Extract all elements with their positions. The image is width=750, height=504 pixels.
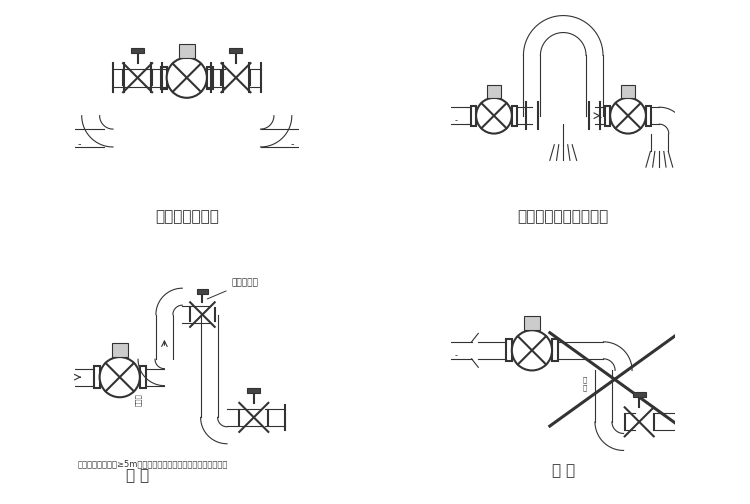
Circle shape bbox=[610, 98, 646, 134]
Text: 自动排气孔: 自动排气孔 bbox=[207, 279, 258, 299]
Text: 防止真空，落差管≥5m时需在流量计下游最高处安装自动排气阀: 防止真空，落差管≥5m时需在流量计下游最高处安装自动排气阀 bbox=[77, 460, 228, 469]
Bar bbox=[230, 48, 242, 53]
Text: 排 气: 排 气 bbox=[126, 468, 149, 483]
Text: -: - bbox=[454, 351, 458, 360]
Text: 弯曲管道上安装: 弯曲管道上安装 bbox=[154, 209, 219, 224]
Bar bbox=[512, 106, 518, 125]
Circle shape bbox=[512, 330, 552, 370]
Bar bbox=[112, 343, 128, 357]
Bar bbox=[471, 106, 476, 125]
Text: -: - bbox=[290, 139, 293, 149]
Bar bbox=[487, 85, 501, 98]
Text: -: - bbox=[454, 116, 458, 125]
Bar bbox=[248, 388, 260, 393]
Circle shape bbox=[166, 57, 207, 98]
Bar bbox=[207, 67, 213, 89]
Bar bbox=[633, 392, 646, 397]
Circle shape bbox=[100, 357, 140, 397]
Text: -: - bbox=[78, 139, 81, 149]
Text: -: - bbox=[599, 113, 602, 122]
Bar bbox=[604, 106, 610, 125]
Bar bbox=[506, 339, 512, 361]
Text: 禁
止: 禁 止 bbox=[582, 376, 586, 391]
Bar bbox=[140, 366, 146, 388]
Bar bbox=[197, 289, 208, 294]
Bar bbox=[131, 48, 144, 53]
Bar bbox=[160, 67, 166, 89]
Bar bbox=[646, 106, 651, 125]
Bar bbox=[524, 316, 540, 330]
Circle shape bbox=[476, 98, 512, 134]
Text: 真 空: 真 空 bbox=[552, 464, 574, 478]
Text: 排气阀: 排气阀 bbox=[136, 393, 142, 406]
Bar bbox=[552, 339, 558, 361]
Bar bbox=[94, 366, 100, 388]
Text: 流量计敞口排放前安装: 流量计敞口排放前安装 bbox=[518, 209, 609, 224]
Bar bbox=[178, 43, 195, 57]
Bar bbox=[621, 85, 635, 98]
